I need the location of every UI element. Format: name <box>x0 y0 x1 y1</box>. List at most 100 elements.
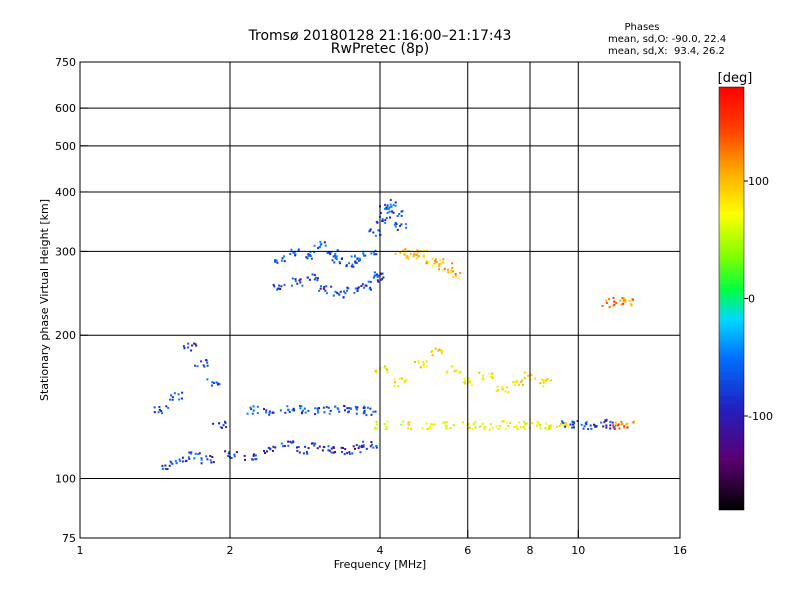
echo-point <box>334 257 337 260</box>
echo-point <box>405 226 408 229</box>
echo-point <box>585 421 588 424</box>
echo-point <box>389 203 392 206</box>
y-tick-label: 750 <box>55 56 76 69</box>
echo-point <box>438 263 441 266</box>
echo-point <box>495 389 498 392</box>
echo-point <box>462 421 464 424</box>
echo-point <box>346 289 348 292</box>
echo-point <box>516 428 519 431</box>
echo-point <box>348 262 351 265</box>
echo-point <box>373 253 376 256</box>
echo-point <box>300 405 303 408</box>
echo-point <box>354 261 357 264</box>
echo-point <box>442 258 445 261</box>
echo-point <box>410 428 413 430</box>
echo-point <box>338 293 341 296</box>
echo-point <box>564 424 567 427</box>
echo-point <box>431 423 434 426</box>
echo-point <box>187 456 190 459</box>
echo-point <box>187 342 190 345</box>
echo-point <box>334 252 337 255</box>
echo-point <box>354 447 356 450</box>
echo-point <box>296 449 299 452</box>
echo-point <box>434 260 437 262</box>
echo-point <box>291 408 294 411</box>
echo-point <box>212 382 215 384</box>
echo-point <box>355 408 358 411</box>
echo-point <box>439 258 442 261</box>
echo-point <box>447 268 449 271</box>
echo-point <box>542 385 545 388</box>
echo-point <box>520 380 523 383</box>
echo-point <box>446 370 449 373</box>
echo-point <box>218 422 221 425</box>
echo-point <box>470 384 473 387</box>
echo-point <box>318 246 321 249</box>
echo-point <box>384 425 387 428</box>
echo-point <box>467 377 470 380</box>
echo-point <box>425 360 428 363</box>
echo-point <box>614 421 617 424</box>
echo-point <box>332 451 335 454</box>
echo-point <box>307 409 310 412</box>
echo-point <box>513 425 516 428</box>
echo-point <box>626 422 629 425</box>
echo-point <box>252 405 255 408</box>
echo-point <box>339 262 341 265</box>
echo-point <box>224 421 227 424</box>
echo-point <box>419 366 422 369</box>
echo-point <box>281 257 284 260</box>
echo-point <box>338 261 341 263</box>
echo-point <box>605 424 608 427</box>
echo-point <box>499 425 502 428</box>
echo-point <box>409 252 412 255</box>
echo-point <box>539 426 542 429</box>
echo-point <box>355 407 358 410</box>
echo-point <box>382 276 385 279</box>
echo-point <box>618 427 621 430</box>
echo-point <box>190 452 193 455</box>
echo-point <box>206 458 209 461</box>
echo-point <box>397 385 400 387</box>
echo-point <box>323 411 326 414</box>
echo-point <box>497 389 499 392</box>
echo-point <box>478 425 481 428</box>
echo-point <box>442 421 445 424</box>
echo-point <box>309 255 312 257</box>
echo-point <box>609 427 612 430</box>
echo-point <box>166 468 169 471</box>
echo-point <box>332 294 335 297</box>
y-axis-label: Stationary phase Virtual Height [km] <box>38 199 51 401</box>
echo-point <box>630 304 633 307</box>
echo-point <box>370 252 373 255</box>
echo-point <box>431 354 434 357</box>
echo-point <box>313 251 316 254</box>
echo-point <box>491 375 494 378</box>
echo-point <box>348 410 350 413</box>
echo-point <box>304 411 307 414</box>
echo-point <box>329 409 332 412</box>
echo-point <box>255 458 258 461</box>
x-tick-label: 10 <box>571 544 585 557</box>
echo-point <box>449 271 452 274</box>
echo-point <box>372 446 375 449</box>
echo-point <box>372 231 375 234</box>
echo-point <box>179 459 182 462</box>
echo-point <box>274 260 277 263</box>
echo-point <box>407 257 410 260</box>
echo-point <box>355 261 358 264</box>
echo-point <box>316 447 319 450</box>
echo-point <box>388 210 391 213</box>
echo-point <box>362 444 365 447</box>
echo-point <box>388 206 391 209</box>
echo-point <box>170 461 173 464</box>
y-tick-label: 100 <box>55 473 76 486</box>
echo-point <box>332 446 335 449</box>
echo-point <box>513 384 516 387</box>
echo-point <box>305 256 308 259</box>
echo-point <box>496 385 499 388</box>
echo-point <box>392 203 395 206</box>
echo-point <box>322 287 325 290</box>
echo-point <box>427 261 430 264</box>
echo-point <box>491 427 494 429</box>
